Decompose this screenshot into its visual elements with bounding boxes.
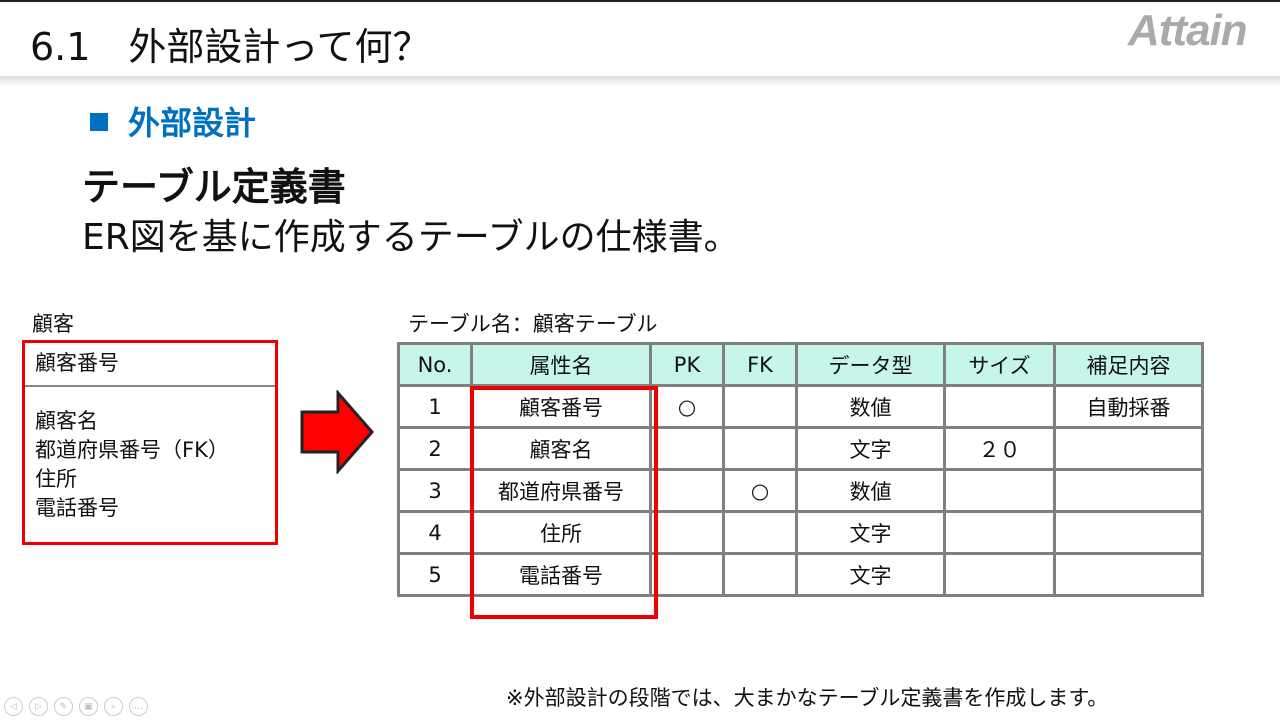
table-cell: 文字 bbox=[795, 552, 946, 597]
heading: テーブル定義書 bbox=[82, 165, 346, 209]
table-cell: 2 bbox=[397, 426, 473, 471]
table-cell: ２０ bbox=[943, 426, 1056, 471]
table-cell: ○ bbox=[649, 384, 725, 429]
attain-logo: Attain bbox=[1128, 6, 1248, 55]
table-name: テーブル名：顧客テーブル bbox=[408, 312, 658, 336]
table-cell bbox=[1053, 426, 1204, 471]
previous-icon[interactable]: ◁ bbox=[4, 697, 23, 716]
zoom-icon[interactable]: ⌕ bbox=[104, 697, 123, 716]
definition-table: No. 属性名 PK FK データ型 サイズ 補足内容 1 顧客番号 ○ 数値 自動採番… bbox=[397, 342, 1204, 597]
table-cell: 3 bbox=[397, 468, 473, 513]
table-cell: 4 bbox=[397, 510, 473, 555]
col-header: 属性名 bbox=[470, 342, 652, 387]
slideshow-controls: ◁ ▷ ✎ ▣ ⌕ … bbox=[4, 697, 148, 716]
col-header: PK bbox=[649, 342, 725, 387]
table-cell: 顧客名 bbox=[470, 426, 652, 471]
table-cell bbox=[722, 552, 798, 597]
table-cell: 数値 bbox=[795, 468, 946, 513]
col-header: データ型 bbox=[795, 342, 946, 387]
table-cell: 5 bbox=[397, 552, 473, 597]
title-shadow bbox=[0, 76, 1280, 86]
er-pk: 顧客番号 bbox=[35, 351, 119, 375]
table-cell: 数値 bbox=[795, 384, 946, 429]
subheading: ER図を基に作成するテーブルの仕様書。 bbox=[82, 217, 740, 258]
table-cell bbox=[943, 552, 1056, 597]
slide-title: 6.1 外部設計って何？ bbox=[30, 25, 431, 69]
more-icon[interactable]: … bbox=[129, 697, 148, 716]
table-row: 4 住所 文字 bbox=[397, 510, 1204, 555]
table-cell bbox=[722, 426, 798, 471]
top-border bbox=[0, 0, 1280, 2]
table-cell bbox=[943, 384, 1056, 429]
title-bar bbox=[0, 2, 1280, 78]
table-cell: 自動採番 bbox=[1053, 384, 1204, 429]
table-cell bbox=[722, 384, 798, 429]
table-cell bbox=[943, 468, 1056, 513]
slides-icon[interactable]: ▣ bbox=[79, 697, 98, 716]
table-cell bbox=[649, 468, 725, 513]
table-cell bbox=[722, 510, 798, 555]
table-cell: 電話番号 bbox=[470, 552, 652, 597]
er-divider bbox=[25, 385, 275, 387]
table-cell bbox=[1053, 468, 1204, 513]
table-cell: 文字 bbox=[795, 426, 946, 471]
er-attr: 電話番号 bbox=[35, 496, 119, 520]
table-row: 3 都道府県番号 ○ 数値 bbox=[397, 468, 1204, 513]
er-attr: 顧客名 bbox=[35, 409, 98, 433]
er-entity-box: 顧客番号 顧客名 都道府県番号（FK） 住所 電話番号 bbox=[22, 340, 278, 545]
col-header: 補足内容 bbox=[1053, 342, 1204, 387]
er-attr: 都道府県番号（FK） bbox=[35, 438, 229, 462]
table-cell bbox=[1053, 510, 1204, 555]
table-cell bbox=[1053, 552, 1204, 597]
table-cell: 顧客番号 bbox=[470, 384, 652, 429]
table-cell bbox=[649, 552, 725, 597]
next-icon[interactable]: ▷ bbox=[29, 697, 48, 716]
right-arrow-icon bbox=[300, 390, 374, 474]
table-cell: 住所 bbox=[470, 510, 652, 555]
section-heading: 外部設計 bbox=[90, 98, 256, 144]
er-attr: 住所 bbox=[35, 467, 77, 491]
table-cell bbox=[649, 426, 725, 471]
footnote: ※外部設計の段階では、大まかなテーブル定義書を作成します。 bbox=[506, 686, 1109, 710]
table-cell: 都道府県番号 bbox=[470, 468, 652, 513]
table-cell bbox=[649, 510, 725, 555]
table-row: 5 電話番号 文字 bbox=[397, 552, 1204, 597]
table-cell: 1 bbox=[397, 384, 473, 429]
section-label: 外部設計 bbox=[128, 104, 257, 142]
col-header: No. bbox=[397, 342, 473, 387]
square-bullet-icon bbox=[90, 113, 108, 131]
table-row: 1 顧客番号 ○ 数値 自動採番 bbox=[397, 384, 1204, 429]
table-cell: 文字 bbox=[795, 510, 946, 555]
col-header: サイズ bbox=[943, 342, 1056, 387]
col-header: FK bbox=[722, 342, 798, 387]
er-entity-name: 顧客 bbox=[32, 312, 74, 336]
table-header: No. 属性名 PK FK データ型 サイズ 補足内容 bbox=[397, 342, 1204, 387]
table-cell bbox=[943, 510, 1056, 555]
pen-icon[interactable]: ✎ bbox=[54, 697, 73, 716]
er-attributes: 顧客名 都道府県番号（FK） 住所 電話番号 bbox=[35, 407, 229, 523]
table-cell: ○ bbox=[722, 468, 798, 513]
table-row: 2 顧客名 文字 ２０ bbox=[397, 426, 1204, 471]
